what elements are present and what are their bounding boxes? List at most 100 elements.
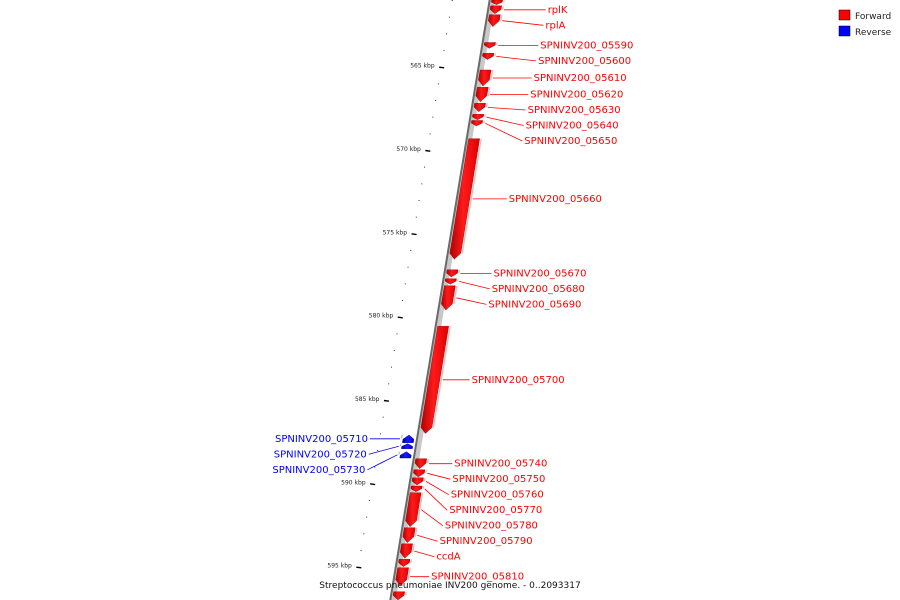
gene-feature[interactable] [441,285,456,311]
tick-mark-major [425,149,431,152]
tick-mark-minor [437,83,439,85]
tick-mark-minor [355,583,357,585]
tick-mark-minor [410,250,412,251]
gene-feature[interactable] [472,114,485,121]
label-leader [487,107,526,111]
tick-mark-minor [448,16,450,18]
gene-feature[interactable] [491,0,503,5]
gene-label[interactable]: SPNINV200_05670 [494,268,587,279]
gene-feature[interactable] [401,443,413,449]
gene-feature[interactable] [475,86,489,103]
gene-label[interactable]: rplA [545,20,565,31]
label-leaders [367,9,546,578]
gene-label[interactable]: SPNINV200_05730 [272,465,365,476]
gene-feature[interactable] [446,269,459,278]
gene-feature[interactable] [482,53,495,60]
gene-label[interactable]: SPNINV200_05610 [534,73,627,84]
tick-mark-major [383,399,390,402]
gene-feature[interactable] [410,485,423,492]
gene-feature[interactable] [483,42,496,49]
tick-label: 585 kbp [355,396,380,403]
gene-facet [417,492,424,521]
gene-facet [423,477,426,482]
legend-label-forward: Forward [855,12,891,22]
tick-mark-minor [446,33,448,35]
gene-feature[interactable] [488,14,501,27]
gene-label[interactable]: SPNINV200_05790 [440,536,533,547]
gene-feature[interactable] [402,527,416,543]
label-leader [459,281,490,290]
gene-facet [461,138,482,254]
gene-feature[interactable] [398,559,411,567]
gene-label[interactable]: SPNINV200_05620 [530,90,623,101]
gene-label[interactable]: SPNINV200_05760 [451,490,544,501]
gene-label[interactable]: SPNINV200_05780 [445,521,538,532]
tick-label: 575 kbp [383,229,408,236]
gene-facet [484,114,486,117]
gene-label[interactable]: SPNINV200_05740 [454,459,547,470]
gene-label[interactable]: SPNINV200_05710 [275,434,368,445]
tick-mark-minor [432,116,434,118]
label-leader [427,472,451,480]
gene-feature[interactable] [478,69,492,87]
gene-feature[interactable] [402,434,415,443]
gene-feature[interactable] [473,102,486,112]
gene-label[interactable]: SPNINV200_05680 [492,284,585,295]
label-leader [367,454,398,471]
gene-facet [502,5,504,10]
gene-feature[interactable] [399,543,413,559]
tick-label: 580 kbp [369,313,394,320]
label-leader [416,534,438,542]
tick-mark-minor [379,433,381,435]
tick-label: 570 kbp [396,146,421,153]
tick-label: 595 kbp [327,563,352,570]
gene-facet [432,326,451,428]
gene-label[interactable]: SPNINV200_05700 [472,375,565,386]
label-leader [486,116,524,126]
gene-label[interactable]: SPNINV200_05590 [540,40,633,51]
gene-feature[interactable] [405,492,422,527]
gene-label[interactable]: SPNINV200_05630 [528,105,621,116]
tick-mark-minor [390,366,392,368]
gene-labels: rplK rplA SPNINV200_05590 SPNINV200_05600 SP… [272,5,633,583]
gene-label[interactable]: SPNINV200_05650 [524,136,617,147]
gene-label[interactable]: SPNINV200_05600 [538,56,631,67]
gene-feature[interactable] [444,278,457,285]
gene-label[interactable]: SPNINV200_05770 [449,505,542,516]
gene-facet [485,103,488,108]
tick-mark-minor [377,450,379,451]
gene-facet [490,69,494,81]
label-leader [414,550,435,558]
tick-mark-minor [443,50,445,51]
tick-mark-major [356,566,362,569]
gene-facet [425,469,427,474]
gene-label[interactable]: SPNINV200_05810 [431,572,524,583]
gene-feature[interactable] [395,567,409,586]
tick-mark-minor [396,333,398,335]
scale-ticks: 565 kbp 570 kbp 575 kbp 580 kbp 585 kbp 590 k… [327,0,453,585]
gene-feature[interactable] [489,5,502,14]
tick-mark-major [370,483,376,486]
gene-label[interactable]: SPNINV200_05750 [452,474,545,485]
gene-label[interactable]: SPNINV200_05660 [509,194,602,205]
gene-label[interactable]: SPNINV200_05640 [526,121,619,132]
gene-label[interactable]: SPNINV200_05690 [488,299,581,310]
gene-feature[interactable] [411,477,424,486]
gene-label[interactable]: SPNINV200_05720 [274,449,367,460]
gene-feature[interactable] [471,120,483,127]
gene-facet [398,451,400,455]
gene-label[interactable]: ccdA [436,552,460,563]
tick-mark-major [397,316,403,319]
tick-mark-major [411,233,417,236]
label-leader [368,445,399,455]
gene-feature[interactable] [392,591,405,600]
tick-mark-minor [451,0,453,1]
gene-label[interactable]: rplK [548,5,568,16]
gene-feature[interactable] [420,326,449,434]
gene-facet [458,269,461,274]
gene-feature[interactable] [449,138,480,260]
gene-feature[interactable] [414,458,427,469]
gene-feature[interactable] [413,469,426,478]
gene-feature[interactable] [399,451,412,459]
